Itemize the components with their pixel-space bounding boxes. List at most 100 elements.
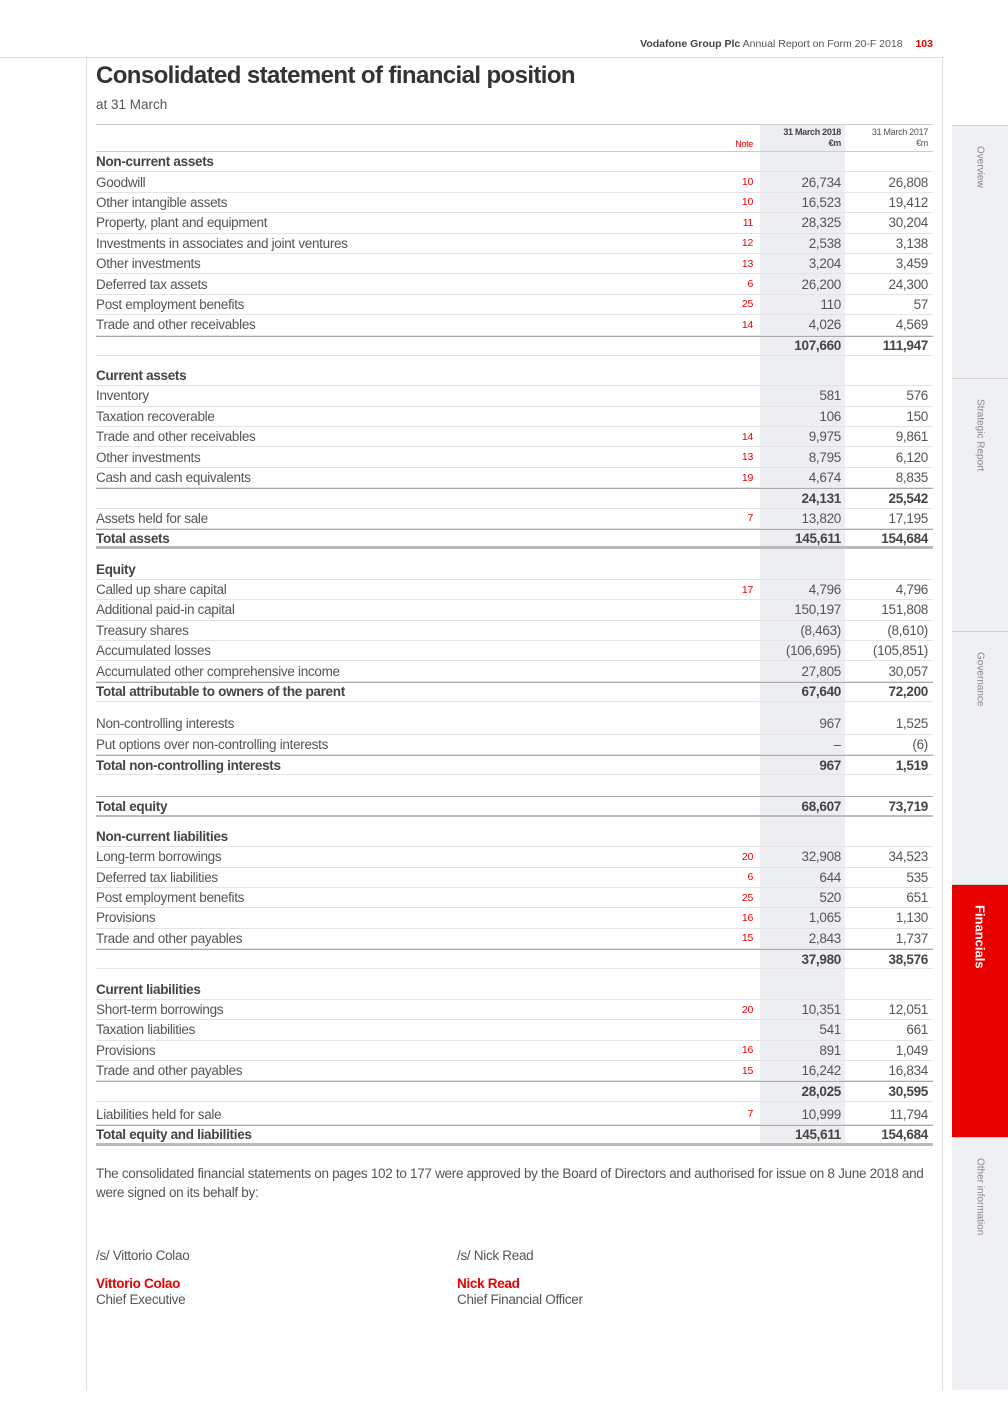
note-ref: [695, 621, 755, 640]
total-2018: 107,660: [760, 336, 845, 355]
total-row: 107,660 111,947: [96, 335, 933, 356]
table-row: Additional paid-in capital 150,197 151,8…: [96, 600, 933, 621]
value-2017: 34,523: [888, 849, 929, 865]
page-frame-left: [86, 57, 87, 1390]
value-2018: 967: [760, 714, 845, 734]
table-row: Called up share capital 17 4,796 4,796: [96, 579, 933, 601]
line-item-label: Called up share capital: [96, 582, 227, 597]
signatory-1: /s/ Vittorio Colao Vittorio Colao Chief …: [96, 1248, 190, 1307]
note-ref: 17: [741, 583, 753, 596]
total-2018: 24,131: [760, 489, 845, 508]
total-label: [96, 337, 695, 355]
section-heading-label: Non-current assets: [96, 154, 214, 170]
line-item-label: Deferred tax liabilities: [96, 869, 218, 885]
value-2018: 16,242: [760, 1061, 845, 1081]
total-label: Total equity and liabilities: [96, 1126, 252, 1142]
signature: /s/ Nick Read: [457, 1248, 534, 1263]
note-ref: 20: [741, 850, 753, 863]
total-label: Total attributable to owners of the pare…: [96, 684, 345, 700]
tab-governance[interactable]: Governance: [952, 631, 1008, 884]
total-row: 28,025 30,595: [96, 1081, 933, 1102]
note-ref: 7: [747, 512, 753, 525]
signatory-name: Vittorio Colao: [96, 1276, 181, 1291]
line-item-label: Trade and other receivables: [96, 317, 256, 333]
value-2018: 1,065: [760, 908, 845, 928]
value-2017: 150: [906, 408, 928, 424]
total-label: [96, 950, 695, 968]
value-2017: 661: [906, 1022, 928, 1038]
total-2018: 145,611: [760, 1126, 845, 1143]
value-2018: 4,674: [760, 467, 845, 488]
value-2017: 19,412: [888, 194, 929, 210]
note-ref: [695, 386, 755, 405]
table-row: Provisions 16 1,065 1,130: [96, 908, 933, 929]
value-2017: 6,120: [895, 449, 929, 465]
value-2017: 1,049: [895, 1042, 929, 1058]
value-2018: 3,204: [760, 253, 845, 274]
page-frame-top: [0, 57, 943, 58]
value-2018: 27,805: [760, 661, 845, 681]
value-2017: 1,130: [895, 910, 929, 926]
page-number: 103: [915, 38, 933, 50]
tab-overview[interactable]: Overview: [952, 125, 1008, 378]
section-heading-label: Equity: [96, 561, 136, 577]
note-ref: [695, 661, 755, 680]
total-label: Total equity: [96, 798, 168, 814]
signature: /s/ Vittorio Colao: [96, 1248, 190, 1263]
line-item-label: Goodwill: [96, 174, 146, 190]
value-2018: 644: [760, 867, 845, 887]
section-heading: Non-current liabilities: [96, 826, 933, 848]
value-2018: 26,734: [760, 172, 845, 192]
value-2017: 151,808: [881, 602, 928, 618]
line-item-label: Post employment benefits: [96, 296, 245, 312]
note-ref: 7: [747, 1108, 753, 1121]
page-title: Consolidated statement of financial posi…: [96, 62, 576, 89]
value-2018: 32,908: [760, 847, 845, 867]
line-item-label: Post employment benefits: [96, 890, 245, 906]
note-ref: 15: [741, 1064, 753, 1077]
total-2017: 38,576: [888, 951, 929, 967]
table-row: Accumulated other comprehensive income 2…: [96, 661, 933, 682]
value-2017: 1,737: [895, 930, 929, 946]
total-2018: 37,980: [760, 950, 845, 969]
tab-other-information[interactable]: Other information: [952, 1137, 1008, 1390]
total-2017: 72,200: [888, 684, 929, 700]
row-spacer: [96, 355, 933, 366]
row-spacer: [96, 1101, 933, 1105]
running-header: Vodafone Group Plc Annual Report on Form…: [640, 38, 933, 50]
note-ref: 20: [741, 1003, 753, 1016]
line-item-label: Investments in associates and joint vent…: [96, 235, 348, 251]
tab-financials[interactable]: Financials: [952, 884, 1008, 1137]
table-row: Trade and other payables 15 16,242 16,83…: [96, 1061, 933, 1082]
line-item-label: Property, plant and equipment: [96, 215, 268, 231]
note-ref: [695, 735, 755, 754]
signatory-2: /s/ Nick Read Nick Read Chief Financial …: [457, 1248, 583, 1307]
table-row: Cash and cash equivalents 19 4,674 8,835: [96, 467, 933, 489]
table-row: Long-term borrowings 20 32,908 34,523: [96, 847, 933, 868]
note-ref: 11: [742, 216, 754, 229]
table-header: Note 31 March 2018 €m 31 March 2017 €m: [96, 125, 933, 152]
table-row: Provisions 16 891 1,049: [96, 1040, 933, 1062]
note-ref: 25: [741, 891, 753, 904]
table-row: Inventory 581 576: [96, 386, 933, 407]
value-2017: 3,459: [895, 256, 929, 272]
note-ref: 6: [747, 278, 753, 291]
page-subtitle: at 31 March: [96, 97, 168, 112]
line-item-label: Other intangible assets: [96, 194, 228, 210]
line-item-label: Other investments: [96, 449, 201, 465]
table-row: Other intangible assets 10 16,523 19,412: [96, 192, 933, 214]
line-item-label: Trade and other payables: [96, 1063, 243, 1079]
value-2017: 4,796: [895, 582, 929, 597]
table-row: Property, plant and equipment 11 28,325 …: [96, 213, 933, 234]
total-2017: 73,719: [888, 798, 929, 814]
line-item-label: Liabilities held for sale: [96, 1106, 222, 1122]
value-2017: 16,834: [888, 1063, 929, 1079]
table-row: Other investments 13 3,204 3,459: [96, 253, 933, 275]
tab-label: Other information: [974, 1158, 986, 1236]
total-2018: 28,025: [760, 1082, 845, 1101]
note-ref: 13: [741, 451, 753, 464]
tab-strategic-report[interactable]: Strategic Report: [952, 378, 1008, 631]
table-row: Treasury shares (8,463) (8,610): [96, 620, 933, 641]
line-item-label: Put options over non-controlling interes…: [96, 736, 329, 752]
value-2017: 1,525: [895, 716, 929, 732]
